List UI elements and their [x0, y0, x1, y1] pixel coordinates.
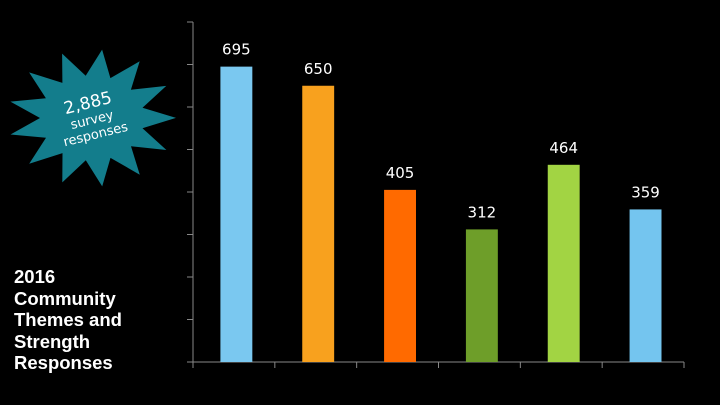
bar: [465, 229, 498, 362]
bar-value-label: 312: [468, 203, 497, 221]
bar-value-label: 650: [304, 60, 333, 78]
bar-value-label: 464: [549, 139, 578, 157]
slide-title: 2016 Community Themes and Strength Respo…: [14, 266, 122, 373]
bar: [220, 66, 253, 362]
bar: [302, 85, 335, 362]
starburst-callout: 2,885 survey responses: [10, 49, 177, 187]
bar-chart: 695 650 405 312 464 359: [187, 21, 685, 368]
bar-value-label: 359: [631, 183, 660, 201]
starburst-shape: [10, 49, 177, 187]
bar: [384, 189, 416, 362]
bar-value-label: 405: [386, 164, 415, 182]
bar: [547, 164, 580, 362]
bar: [629, 209, 662, 362]
bar-value-label: 695: [222, 41, 251, 59]
